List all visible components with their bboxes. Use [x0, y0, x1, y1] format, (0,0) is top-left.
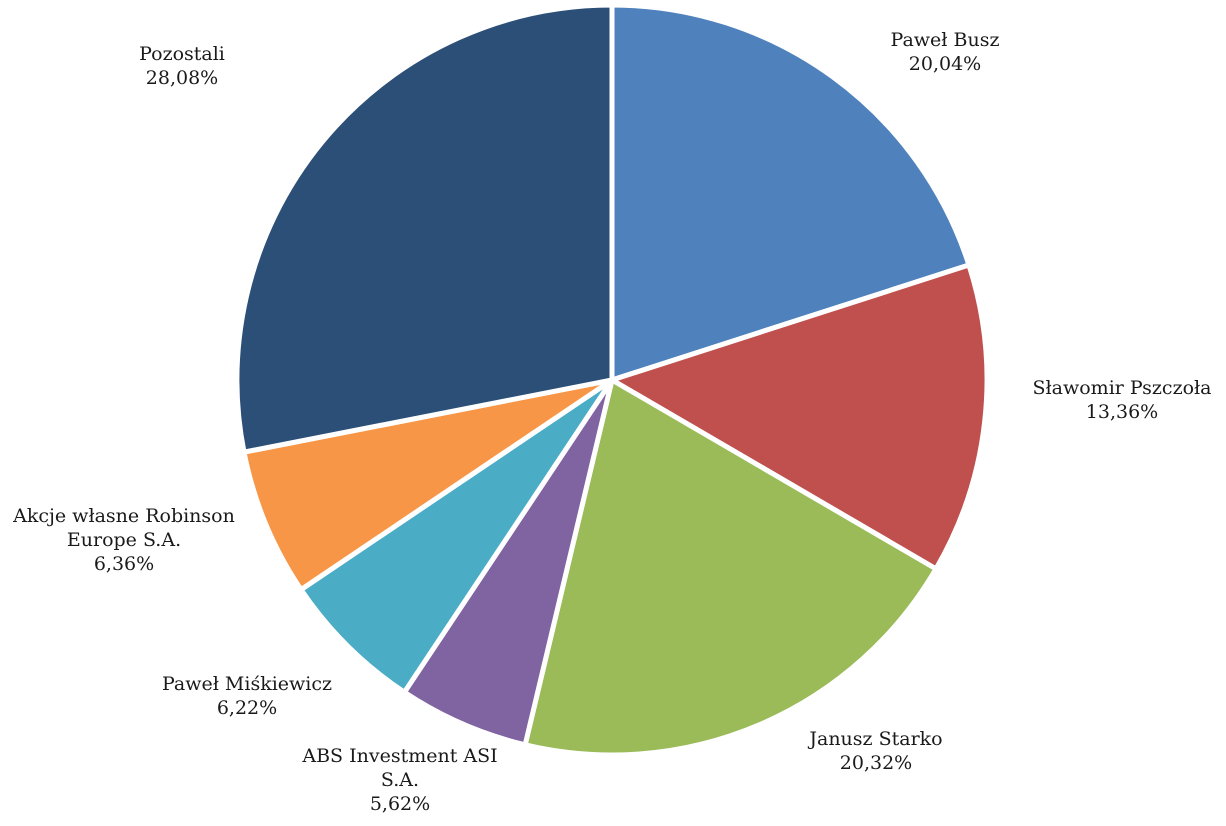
- pie-label-value: 6,36%: [94, 553, 154, 575]
- pie-label-name: Paweł Busz: [891, 29, 1000, 51]
- pie-slice-janusz-starko: [522, 376, 940, 758]
- pie-slice-akcje-wlasne-robinson-europe-s-a: [241, 377, 614, 594]
- pie-slice-abs-investment-asi-s-a: [400, 378, 615, 748]
- pie-slice-pozostali: [234, 2, 615, 456]
- pie-label-pawel-busz: Paweł Busz 20,04%: [891, 29, 1000, 75]
- pie-label-name: ABS Investment ASI: [301, 745, 497, 767]
- pie-label-name: Janusz Starko: [807, 728, 942, 750]
- pie-slice-pawel-busz: [609, 2, 973, 384]
- pie-label-name: Sławomir Pszczoła: [1032, 377, 1211, 399]
- pie-label-abs-investment-asi-s-a: ABS Investment ASI S.A. 5,62%: [301, 745, 497, 815]
- pie-slices: [234, 2, 990, 758]
- pie-label-name: Paweł Miśkiewicz: [162, 673, 332, 695]
- pie-slice-slawomir-pszczola: [605, 261, 990, 573]
- pie-label-pawel-miskiewicz: Paweł Miśkiewicz 6,22%: [162, 673, 332, 719]
- pie-label-value: 6,22%: [217, 697, 277, 719]
- pie-label-value: 28,08%: [146, 67, 218, 89]
- pie-label-name: Pozostali: [139, 43, 225, 65]
- pie-labels: Paweł Busz 20,04% Sławomir Pszczoła 13,36% J…: [12, 29, 1211, 815]
- pie-label-value: 20,32%: [840, 752, 912, 774]
- pie-slice-pawel-miskiewicz: [297, 377, 615, 696]
- pie-label-value: 20,04%: [909, 53, 981, 75]
- pie-label-akcje-wlasne-robinson-europe-s-a: Akcje własne Robinson Europe S.A. 6,36%: [12, 505, 235, 575]
- pie-label-name: S.A.: [381, 769, 419, 791]
- pie-label-janusz-starko: Janusz Starko 20,32%: [807, 728, 942, 774]
- pie-label-pozostali: Pozostali 28,08%: [139, 43, 225, 89]
- pie-label-value: 13,36%: [1086, 401, 1158, 423]
- pie-label-value: 5,62%: [370, 793, 430, 815]
- pie-label-name: Europe S.A.: [67, 529, 181, 551]
- pie-label-name: Akcje własne Robinson: [12, 505, 235, 527]
- pie-label-slawomir-pszczola: Sławomir Pszczoła 13,36%: [1032, 377, 1211, 423]
